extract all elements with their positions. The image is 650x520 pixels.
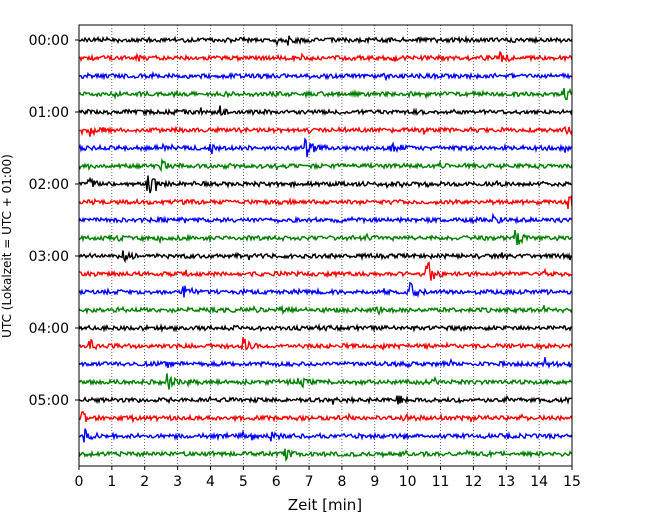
trace-0015: [78, 50, 573, 63]
y-axis-ticks: 00:00 01:00 02:00 03:00 04:00 05:00: [29, 33, 79, 409]
trace-0300: [78, 250, 573, 264]
x-axis-ticks: 0 1 2 3 4 5 6 7 8 9 10 11 12 13 14 15: [75, 466, 581, 490]
trace-0345: [78, 304, 573, 317]
x-tick-label: 14: [530, 474, 548, 490]
y-axis-label: UTC (Lokalzeit = UTC + 01:00): [0, 154, 14, 338]
trace-0530: [78, 428, 573, 443]
x-tick-label: 13: [497, 474, 515, 490]
trace-0000: [78, 34, 573, 47]
trace-0400: [78, 322, 572, 333]
trace-0500: [78, 394, 573, 405]
trace-0145: [78, 157, 573, 173]
x-tick-label: 2: [140, 474, 149, 490]
y-tick-label: 04:00: [29, 321, 69, 337]
y-tick-label: 00:00: [29, 33, 69, 49]
trace-0200: [78, 175, 572, 194]
plot-frame: [78, 24, 573, 467]
trace-0230: [78, 212, 573, 225]
trace-0330: [78, 281, 573, 299]
x-tick-label: 4: [206, 474, 215, 490]
trace-0415: [78, 337, 573, 351]
x-tick-label: 12: [464, 474, 482, 490]
x-tick-label: 8: [337, 474, 346, 490]
x-tick-label: 3: [173, 474, 182, 490]
x-tick-label: 0: [75, 474, 84, 490]
x-tick-label: 15: [563, 474, 581, 490]
trace-0430: [78, 357, 573, 370]
trace-0545: [78, 448, 573, 463]
trace-0045: [78, 87, 573, 101]
x-axis-label: Zeit [min]: [288, 496, 362, 514]
x-tick-label: 7: [305, 474, 314, 490]
y-tick-label: 03:00: [29, 249, 69, 265]
y-tick-label: 01:00: [29, 105, 69, 121]
y-tick-label: 05:00: [29, 393, 69, 409]
trace-0215: [78, 195, 573, 210]
trace-0245: [78, 229, 573, 245]
trace-0130: [78, 137, 573, 158]
x-tick-label: 11: [432, 474, 450, 490]
trace-0100: [78, 105, 573, 117]
trace-0315: [78, 261, 572, 281]
x-tick-label: 6: [272, 474, 281, 490]
trace-lines: [78, 34, 573, 463]
x-tick-label: 1: [107, 474, 116, 490]
x-tick-label: 10: [399, 474, 417, 490]
trace-0445: [78, 373, 573, 390]
trace-0515: [78, 411, 573, 424]
x-tick-label: 5: [239, 474, 248, 490]
y-tick-label: 02:00: [29, 177, 69, 193]
trace-0115: [78, 125, 573, 137]
x-tick-label: 9: [370, 474, 379, 490]
trace-0030: [78, 70, 573, 82]
